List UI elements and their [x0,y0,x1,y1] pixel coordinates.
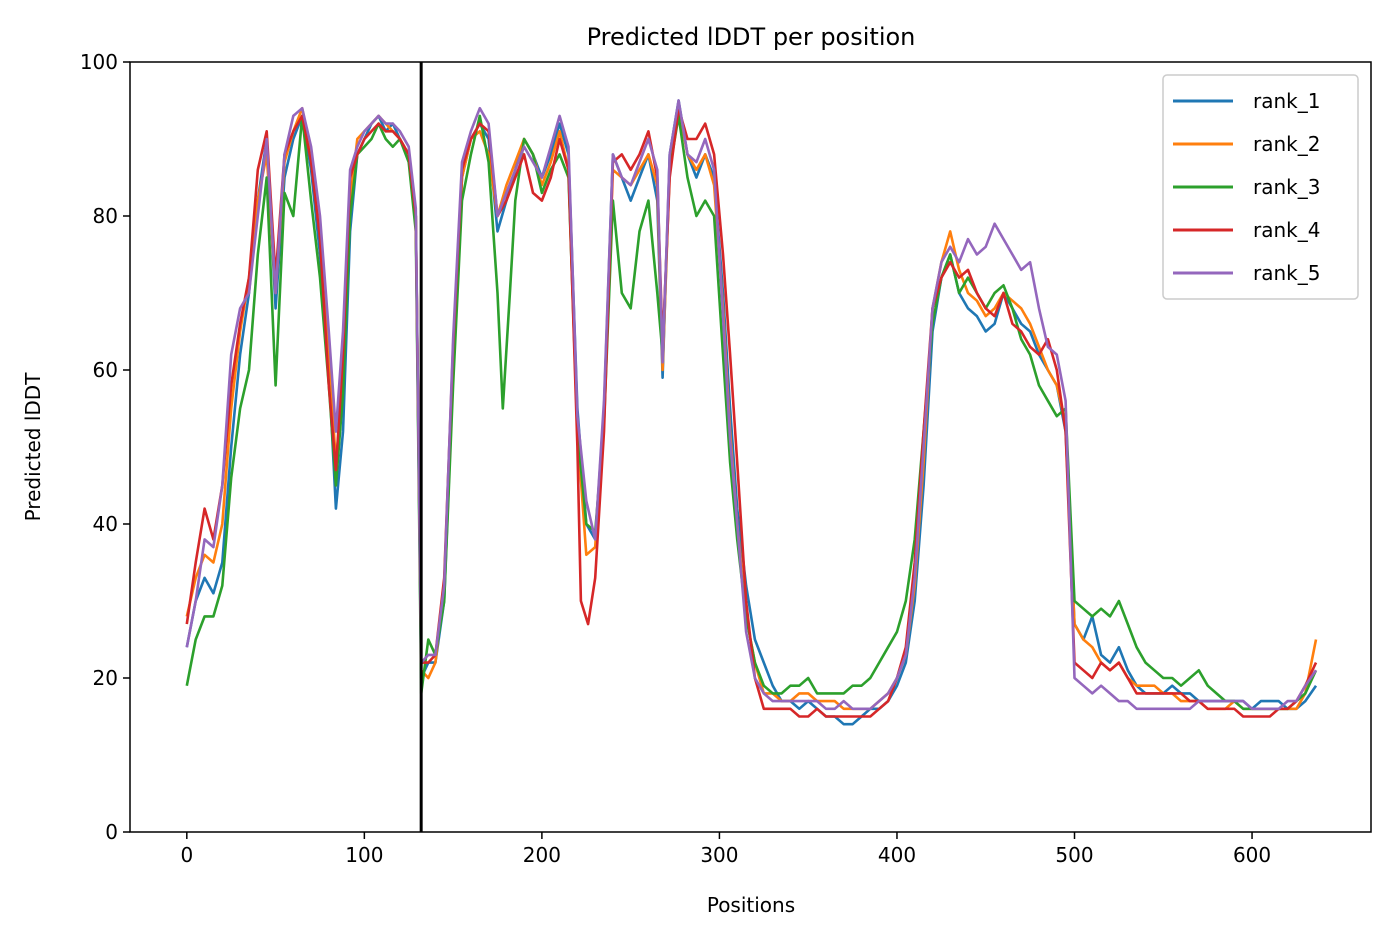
y-tick-label: 100 [80,50,118,74]
y-tick-label: 20 [93,666,118,690]
x-tick-label: 200 [523,843,561,867]
y-tick-label: 40 [93,512,118,536]
legend-label-rank_5: rank_5 [1253,261,1320,285]
y-tick-label: 60 [93,358,118,382]
legend-label-rank_4: rank_4 [1253,218,1320,242]
legend-label-rank_2: rank_2 [1253,132,1320,156]
x-tick-label: 0 [180,843,193,867]
x-tick-label: 100 [345,843,383,867]
series-line-rank_3 [185,114,1318,711]
y-tick-label: 80 [93,204,118,228]
y-tick-label: 0 [105,820,118,844]
series-line-rank_4 [185,106,1318,718]
y-axis: 0 20 40 60 80 100 [80,50,130,844]
legend-box [1162,74,1359,300]
x-axis-title: Positions [707,893,795,917]
x-tick-label: 600 [1233,843,1271,867]
x-axis: 0 100 200 300 400 500 600 [180,832,1271,867]
x-tick-label: 500 [1055,843,1093,867]
legend-label-rank_1: rank_1 [1253,89,1320,113]
series-layer [185,99,1318,726]
x-tick-label: 400 [878,843,916,867]
x-tick-label: 300 [700,843,738,867]
y-axis-title: Predicted lDDT [21,372,45,522]
series-line-rank_5 [185,99,1318,711]
legend: rank_1 rank_2 rank_3 rank_4 rank_5 [1162,74,1359,300]
chart-title: Predicted lDDT per position [587,23,916,51]
plot-frame [129,61,1372,833]
legend-label-rank_3: rank_3 [1253,175,1320,199]
